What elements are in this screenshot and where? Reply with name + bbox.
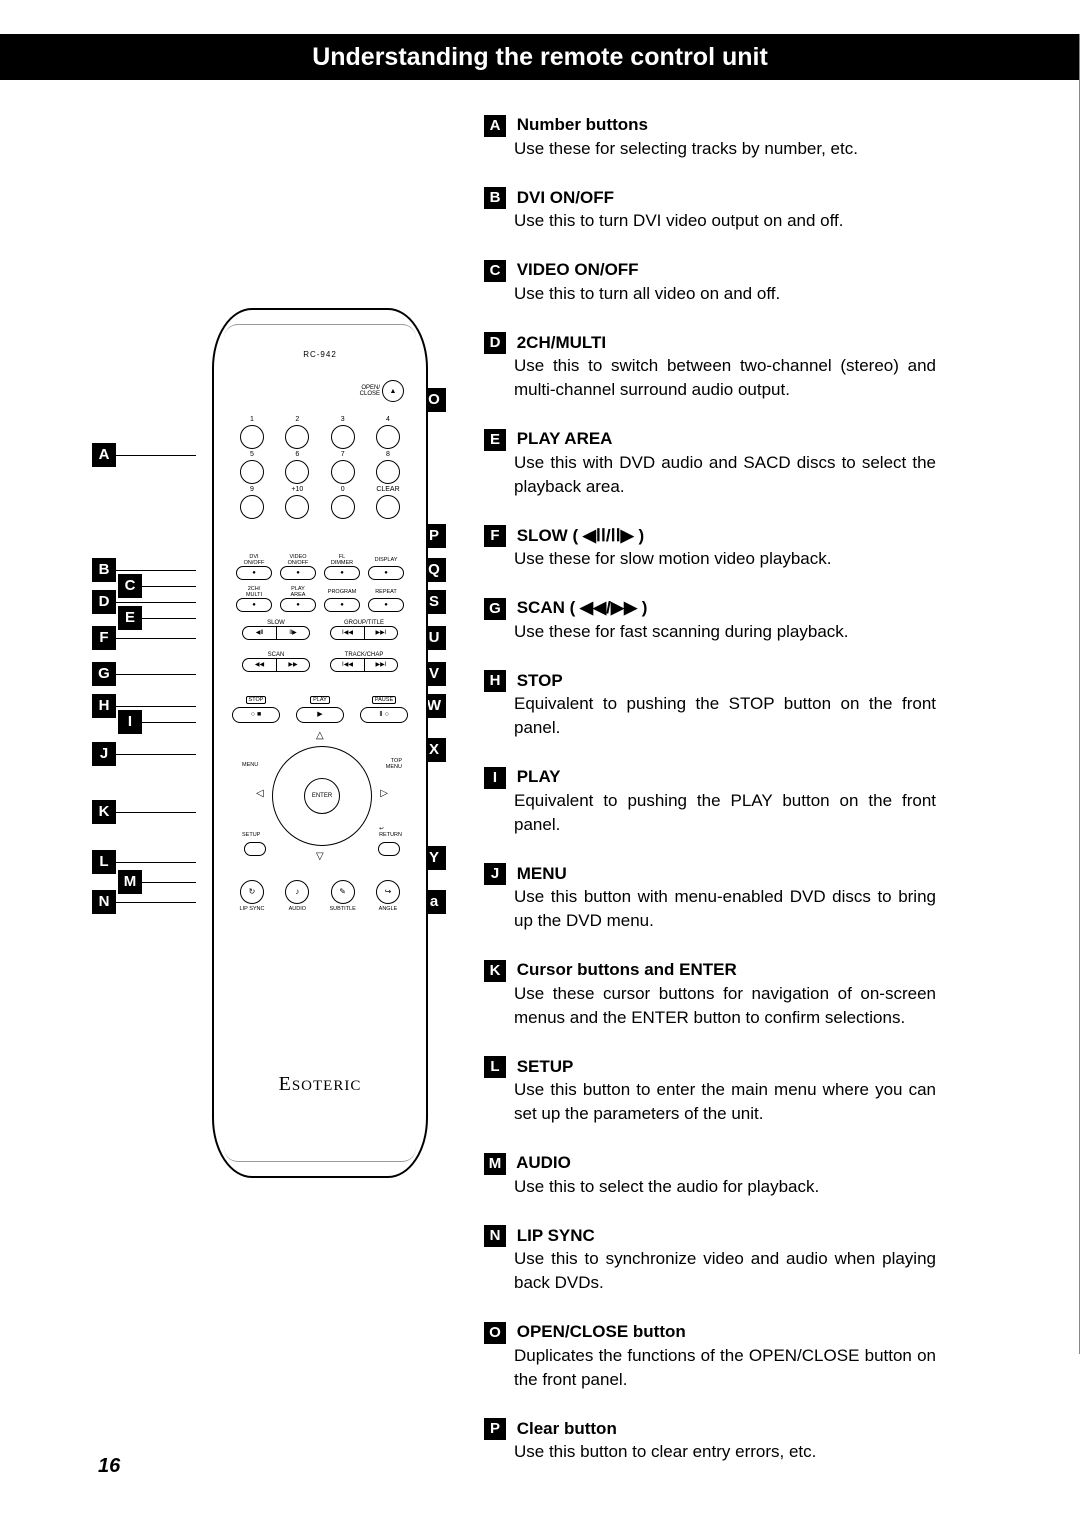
remote-diagram: ABCDEFGHIJKLMN OPQRSTUVWXYZa RC-942 OPEN…: [92, 308, 464, 1178]
item-title-text: OPEN/CLOSE button: [512, 1322, 686, 1341]
item-desc-text: Use this to turn DVI video output on and…: [484, 209, 936, 233]
callout-marker-A: A: [92, 443, 116, 467]
item-desc-text: Use this to turn all video on and off.: [484, 282, 936, 306]
item-desc-text: Use this with DVD audio and SACD discs t…: [484, 451, 936, 499]
item-desc-text: Equivalent to pushing the PLAY button on…: [484, 789, 936, 837]
item-marker-F: F: [484, 525, 506, 547]
callout-marker-B: B: [92, 558, 116, 582]
item-title-text: VIDEO ON/OFF: [512, 260, 639, 279]
item-I: I PLAY Equivalent to pushing the PLAY but…: [484, 766, 936, 837]
item-title-text: DVI ON/OFF: [512, 188, 614, 207]
callout-marker-N: N: [92, 890, 116, 914]
item-marker-N: N: [484, 1225, 506, 1247]
item-desc-text: Use these cursor buttons for navigation …: [484, 982, 936, 1030]
callout-marker-J: J: [92, 742, 116, 766]
transport-row: STOP○ ■ PLAY▶ PAUSEⅡ ○: [230, 688, 410, 723]
item-marker-M: M: [484, 1153, 506, 1175]
item-K: K Cursor buttons and ENTER Use these curs…: [484, 959, 936, 1030]
brand-logo: ESOTERIC: [214, 1073, 426, 1096]
item-desc-text: Use this to switch between two-channel (…: [484, 354, 936, 402]
item-marker-A: A: [484, 115, 506, 137]
item-F: F SLOW ( ◀ⅠⅠ/ⅠⅠ▶ ) Use these for slow mot…: [484, 525, 936, 572]
item-H: H STOP Equivalent to pushing the STOP but…: [484, 670, 936, 741]
item-desc-text: Use this button to enter the main menu w…: [484, 1078, 936, 1126]
remote-diagram-column: ABCDEFGHIJKLMN OPQRSTUVWXYZa RC-942 OPEN…: [0, 114, 464, 1490]
callout-marker-G: G: [92, 662, 116, 686]
item-title-text: Cursor buttons and ENTER: [512, 960, 737, 979]
item-desc-text: Use these for fast scanning during playb…: [484, 620, 936, 644]
item-O: O OPEN/CLOSE button Duplicates the functi…: [484, 1321, 936, 1392]
item-title-text: Clear button: [512, 1419, 617, 1438]
callout-marker-F: F: [92, 626, 116, 650]
callout-marker-E: E: [118, 606, 142, 630]
item-marker-P: P: [484, 1418, 506, 1440]
function-row-2: 2CH/ MULTI●PLAY AREA●PROGRAM●REPEAT●: [232, 586, 408, 613]
item-marker-K: K: [484, 960, 506, 982]
item-A: A Number buttons Use these for selecting …: [484, 114, 936, 161]
item-desc-text: Use this button with menu-enabled DVD di…: [484, 885, 936, 933]
open-close-button: OPEN/ CLOSE ▲: [358, 378, 406, 404]
item-title-text: PLAY: [512, 767, 561, 786]
item-marker-L: L: [484, 1056, 506, 1078]
item-L: L SETUP Use this button to enter the main…: [484, 1056, 936, 1127]
item-marker-I: I: [484, 767, 506, 789]
item-marker-G: G: [484, 598, 506, 620]
item-desc-text: Use this to select the audio for playbac…: [484, 1175, 936, 1199]
item-title-text: 2CH/MULTI: [512, 333, 606, 352]
description-column: A Number buttons Use these for selecting …: [464, 114, 1004, 1490]
remote-model: RC-942: [214, 350, 426, 359]
bottom-function-row: ↻LIP SYNC♪AUDIO✎SUBTITLE↪ANGLE: [230, 880, 410, 912]
item-marker-D: D: [484, 332, 506, 354]
number-pad: 123456789+100CLEAR: [232, 416, 408, 521]
item-title-text: SLOW ( ◀ⅠⅠ/ⅠⅠ▶ ): [512, 526, 644, 545]
page-header: Understanding the remote control unit: [0, 34, 1080, 80]
scan-track-row: SCAN ◀◀▶▶ TRACK/CHAP Ⅰ◀◀▶▶Ⅰ: [232, 652, 408, 672]
item-title-text: Number buttons: [512, 115, 648, 134]
item-desc-text: Use this button to clear entry errors, e…: [484, 1440, 936, 1464]
item-desc-text: Duplicates the functions of the OPEN/CLO…: [484, 1344, 936, 1392]
item-J: J MENU Use this button with menu-enabled …: [484, 863, 936, 934]
item-marker-E: E: [484, 429, 506, 451]
item-desc-text: Use this to synchronize video and audio …: [484, 1247, 936, 1295]
item-desc-text: Use these for selecting tracks by number…: [484, 137, 936, 161]
item-B: B DVI ON/OFF Use this to turn DVI video o…: [484, 187, 936, 234]
item-D: D 2CH/MULTI Use this to switch between tw…: [484, 332, 936, 403]
function-row-1: DVI ON/OFF●VIDEO ON/OFF●FL DIMMER●DISPLA…: [232, 554, 408, 581]
item-title-text: SCAN ( ◀◀/▶▶ ): [512, 598, 647, 617]
callout-marker-C: C: [118, 574, 142, 598]
item-title-text: LIP SYNC: [512, 1226, 595, 1245]
item-M: M AUDIO Use this to select the audio for …: [484, 1152, 936, 1199]
item-G: G SCAN ( ◀◀/▶▶ ) Use these for fast scann…: [484, 597, 936, 644]
item-desc-text: Equivalent to pushing the STOP button on…: [484, 692, 936, 740]
item-marker-O: O: [484, 1322, 506, 1344]
item-marker-B: B: [484, 187, 506, 209]
callout-marker-M: M: [118, 870, 142, 894]
item-marker-C: C: [484, 260, 506, 282]
item-P: P Clear button Use this button to clear e…: [484, 1418, 936, 1465]
nav-pad: △ ▽ ◁ ▷ ENTER MENU TOP MENU SETUP ↩RETUR…: [250, 724, 394, 868]
item-title-text: STOP: [512, 671, 563, 690]
callout-marker-K: K: [92, 800, 116, 824]
item-N: N LIP SYNC Use this to synchronize video …: [484, 1225, 936, 1296]
callout-marker-L: L: [92, 850, 116, 874]
item-marker-J: J: [484, 863, 506, 885]
item-title-text: SETUP: [512, 1057, 573, 1076]
slow-group-row: SLOW ◀ⅡⅡ▶ GROUP/TITLE Ⅰ◀◀▶▶Ⅰ: [232, 620, 408, 640]
item-desc-text: Use these for slow motion video playback…: [484, 547, 936, 571]
item-title-text: PLAY AREA: [512, 429, 612, 448]
callout-marker-I: I: [118, 710, 142, 734]
callout-marker-H: H: [92, 694, 116, 718]
item-title-text: MENU: [512, 864, 567, 883]
item-E: E PLAY AREA Use this with DVD audio and S…: [484, 428, 936, 499]
page-number: 16: [98, 1455, 120, 1478]
item-C: C VIDEO ON/OFF Use this to turn all video…: [484, 259, 936, 306]
callout-marker-D: D: [92, 590, 116, 614]
item-marker-H: H: [484, 670, 506, 692]
item-title-text: AUDIO: [512, 1153, 571, 1172]
